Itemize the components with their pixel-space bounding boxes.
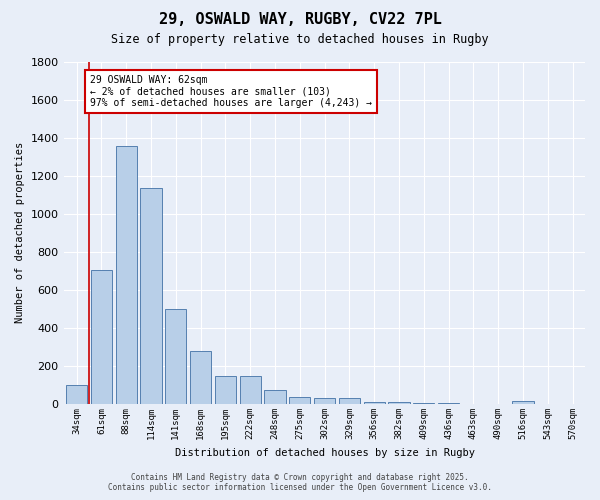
Text: Contains HM Land Registry data © Crown copyright and database right 2025.
Contai: Contains HM Land Registry data © Crown c… xyxy=(108,473,492,492)
Bar xyxy=(512,400,533,404)
Bar xyxy=(165,309,187,404)
X-axis label: Distribution of detached houses by size in Rugby: Distribution of detached houses by size … xyxy=(175,448,475,458)
Text: 29, OSWALD WAY, RUGBY, CV22 7PL: 29, OSWALD WAY, RUGBY, CV22 7PL xyxy=(158,12,442,28)
Bar xyxy=(413,403,434,404)
Bar xyxy=(388,402,410,404)
Bar xyxy=(190,351,211,404)
Bar xyxy=(339,398,360,404)
Bar xyxy=(66,384,87,404)
Text: 29 OSWALD WAY: 62sqm
← 2% of detached houses are smaller (103)
97% of semi-detac: 29 OSWALD WAY: 62sqm ← 2% of detached ho… xyxy=(90,75,372,108)
Bar xyxy=(289,398,310,404)
Bar xyxy=(265,390,286,404)
Bar xyxy=(116,146,137,404)
Bar xyxy=(215,376,236,404)
Bar xyxy=(438,403,459,404)
Y-axis label: Number of detached properties: Number of detached properties xyxy=(15,142,25,324)
Bar xyxy=(239,376,261,404)
Bar xyxy=(91,270,112,404)
Text: Size of property relative to detached houses in Rugby: Size of property relative to detached ho… xyxy=(111,32,489,46)
Bar xyxy=(364,402,385,404)
Bar xyxy=(140,188,161,404)
Bar xyxy=(314,398,335,404)
